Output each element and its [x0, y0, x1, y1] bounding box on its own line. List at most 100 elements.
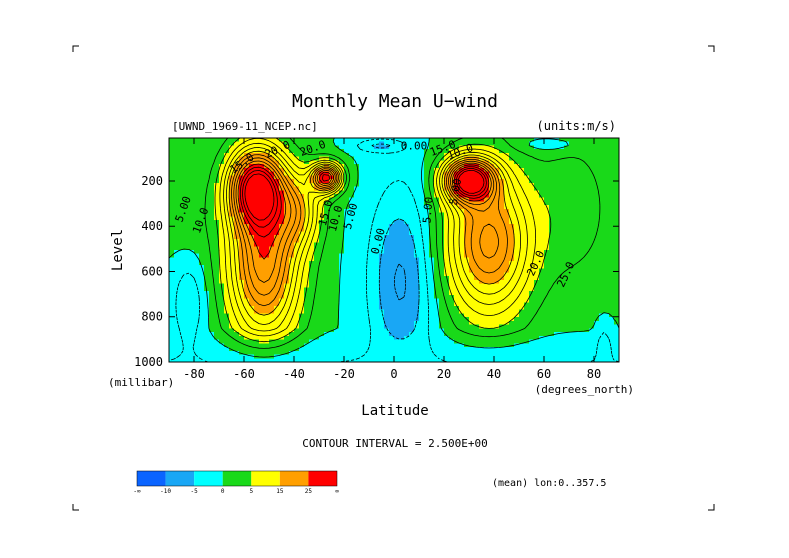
field-cell [414, 291, 420, 296]
field-cell [299, 152, 305, 158]
field-cell [499, 257, 505, 262]
field-cell [249, 138, 255, 143]
field-cell [179, 339, 185, 344]
field-cell [609, 175, 615, 180]
field-cell [569, 205, 575, 210]
field-cell [479, 160, 485, 165]
field-cell [424, 335, 430, 341]
field-cell [254, 250, 260, 255]
field-cell [584, 298, 590, 303]
field-cell [509, 306, 515, 311]
field-cell [499, 201, 505, 206]
field-cell [259, 283, 265, 288]
field-cell [354, 152, 360, 158]
field-cell [434, 328, 440, 333]
field-cell [554, 306, 560, 311]
field-cell [459, 291, 465, 296]
field-cell [249, 335, 255, 341]
field-cell [199, 294, 205, 300]
field-cell [229, 313, 235, 318]
field-cell [609, 250, 615, 255]
field-cell [364, 320, 370, 326]
field-cell [574, 231, 580, 236]
field-cell [529, 339, 535, 344]
field-cell [384, 320, 390, 326]
field-cell [474, 283, 480, 288]
field-cell [494, 179, 500, 184]
field-cell [344, 335, 350, 341]
field-cell [434, 201, 440, 206]
field-cell [464, 250, 470, 255]
field-cell [434, 171, 440, 176]
field-cell [459, 152, 465, 158]
field-cell [579, 268, 585, 273]
field-cell [189, 261, 195, 266]
field-cell [539, 223, 545, 229]
field-cell [474, 272, 480, 277]
field-cell [604, 231, 610, 236]
field-cell [249, 220, 255, 225]
field-cell [364, 216, 370, 221]
field-cell [474, 149, 480, 154]
field-cell [429, 238, 435, 244]
field-cell [549, 182, 555, 188]
field-cell [379, 332, 385, 337]
field-cell [434, 320, 440, 326]
field-cell [614, 175, 619, 180]
field-cell [244, 231, 250, 236]
field-cell [404, 216, 410, 221]
field-cell [429, 141, 435, 147]
field-cell [274, 223, 280, 229]
field-cell [604, 194, 610, 199]
field-cell [399, 167, 405, 173]
field-cell [249, 253, 255, 259]
field-cell [604, 317, 610, 322]
field-cell [439, 208, 445, 214]
field-cell [534, 324, 540, 329]
field-cell [189, 343, 195, 348]
field-cell [454, 253, 460, 259]
field-cell [369, 167, 375, 173]
field-cell [489, 231, 495, 236]
field-cell [549, 179, 555, 184]
field-cell [434, 264, 440, 270]
field-cell [229, 298, 235, 303]
field-cell [184, 216, 190, 221]
field-cell [494, 175, 500, 180]
field-cell [614, 335, 619, 341]
field-cell [389, 246, 395, 251]
field-cell [409, 276, 415, 281]
field-cell [544, 339, 550, 344]
field-cell [529, 227, 535, 232]
field-cell [334, 268, 340, 273]
field-cell [599, 298, 605, 303]
field-cell [409, 294, 415, 300]
field-cell [564, 283, 570, 288]
field-cell [319, 257, 325, 262]
field-cell [269, 212, 275, 217]
field-cell [379, 253, 385, 259]
field-cell [339, 190, 345, 195]
field-cell [349, 238, 355, 244]
field-cell [349, 343, 355, 348]
field-cell [304, 138, 310, 143]
field-cell [389, 264, 395, 270]
field-cell [284, 141, 290, 147]
field-cell [279, 332, 285, 337]
field-cell [469, 223, 475, 229]
field-cell [444, 220, 450, 225]
field-cell [314, 242, 320, 247]
field-cell [369, 283, 375, 288]
field-cell [524, 264, 530, 270]
field-cell [419, 160, 425, 165]
field-cell [564, 138, 570, 143]
field-cell [219, 182, 225, 188]
field-cell [214, 201, 220, 206]
field-cell [399, 152, 405, 158]
field-cell [179, 238, 185, 244]
field-cell [239, 306, 245, 311]
field-cell [334, 138, 340, 143]
field-cell [474, 138, 480, 143]
field-cell [564, 216, 570, 221]
field-cell [199, 328, 205, 333]
